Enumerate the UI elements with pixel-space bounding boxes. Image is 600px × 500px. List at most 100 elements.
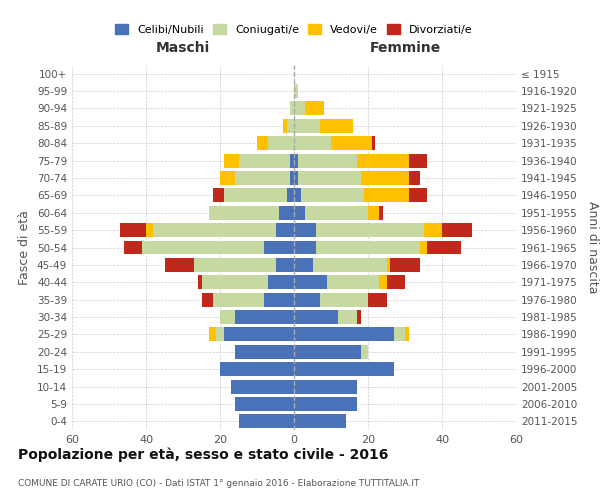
Bar (209, 328, 217, 342)
Bar (294, 171, 298, 185)
Bar (287, 119, 294, 133)
Bar (424, 223, 442, 237)
Bar (368, 292, 386, 306)
Bar (294, 154, 298, 168)
Bar (146, 223, 154, 237)
Bar (294, 206, 305, 220)
Bar (379, 276, 386, 289)
Bar (220, 171, 235, 185)
Bar (294, 310, 338, 324)
Bar (235, 171, 290, 185)
Bar (372, 136, 376, 150)
Bar (294, 223, 316, 237)
Bar (405, 328, 409, 342)
Y-axis label: Fasce di età: Fasce di età (19, 210, 31, 285)
Bar (268, 136, 294, 150)
Bar (409, 154, 427, 168)
Bar (265, 240, 294, 254)
Bar (220, 310, 235, 324)
Bar (279, 206, 294, 220)
Bar (331, 136, 372, 150)
Bar (224, 154, 239, 168)
Text: Maschi: Maschi (156, 40, 210, 54)
Bar (265, 292, 294, 306)
Bar (316, 223, 424, 237)
Bar (202, 276, 268, 289)
Bar (294, 414, 346, 428)
Bar (216, 328, 224, 342)
Bar (294, 258, 313, 272)
Bar (239, 154, 290, 168)
Bar (290, 102, 294, 116)
Bar (409, 171, 420, 185)
Bar (212, 292, 265, 306)
Bar (294, 119, 320, 133)
Bar (313, 258, 386, 272)
Bar (316, 240, 420, 254)
Bar (320, 292, 368, 306)
Bar (198, 276, 202, 289)
Bar (364, 188, 409, 202)
Legend: Celibi/Nubili, Coniugati/e, Vedovi/e, Divorziati/e: Celibi/Nubili, Coniugati/e, Vedovi/e, Di… (111, 20, 477, 39)
Bar (194, 258, 275, 272)
Bar (386, 276, 405, 289)
Bar (361, 171, 409, 185)
Bar (305, 102, 323, 116)
Bar (294, 188, 301, 202)
Y-axis label: Anni di nascita: Anni di nascita (586, 201, 599, 294)
Bar (409, 188, 427, 202)
Bar (142, 240, 265, 254)
Bar (301, 188, 364, 202)
Bar (235, 397, 294, 411)
Bar (212, 188, 224, 202)
Bar (357, 310, 361, 324)
Bar (124, 240, 142, 254)
Bar (328, 276, 379, 289)
Bar (294, 380, 357, 394)
Bar (294, 345, 361, 358)
Bar (357, 154, 409, 168)
Bar (268, 276, 294, 289)
Bar (442, 223, 472, 237)
Bar (209, 206, 279, 220)
Bar (239, 414, 294, 428)
Bar (294, 240, 316, 254)
Bar (164, 258, 194, 272)
Bar (294, 362, 394, 376)
Bar (298, 154, 357, 168)
Bar (235, 310, 294, 324)
Bar (427, 240, 461, 254)
Bar (290, 171, 294, 185)
Text: Popolazione per età, sesso e stato civile - 2016: Popolazione per età, sesso e stato civil… (18, 448, 388, 462)
Bar (386, 258, 390, 272)
Bar (290, 154, 294, 168)
Bar (294, 84, 298, 98)
Bar (294, 328, 394, 342)
Bar (224, 188, 287, 202)
Bar (287, 188, 294, 202)
Bar (154, 223, 275, 237)
Bar (294, 276, 328, 289)
Bar (394, 328, 405, 342)
Bar (320, 119, 353, 133)
Bar (202, 292, 212, 306)
Bar (338, 310, 357, 324)
Bar (294, 397, 357, 411)
Bar (420, 240, 427, 254)
Bar (390, 258, 420, 272)
Bar (283, 119, 287, 133)
Bar (231, 380, 294, 394)
Bar (224, 328, 294, 342)
Bar (220, 362, 294, 376)
Bar (294, 102, 305, 116)
Bar (361, 345, 368, 358)
Bar (368, 206, 379, 220)
Bar (379, 206, 383, 220)
Text: COMUNE DI CARATE URIO (CO) - Dati ISTAT 1° gennaio 2016 - Elaborazione TUTTITALI: COMUNE DI CARATE URIO (CO) - Dati ISTAT … (18, 478, 419, 488)
Bar (275, 258, 294, 272)
Bar (294, 136, 331, 150)
Bar (235, 345, 294, 358)
Bar (275, 223, 294, 237)
Bar (298, 171, 361, 185)
Text: Femmine: Femmine (370, 40, 440, 54)
